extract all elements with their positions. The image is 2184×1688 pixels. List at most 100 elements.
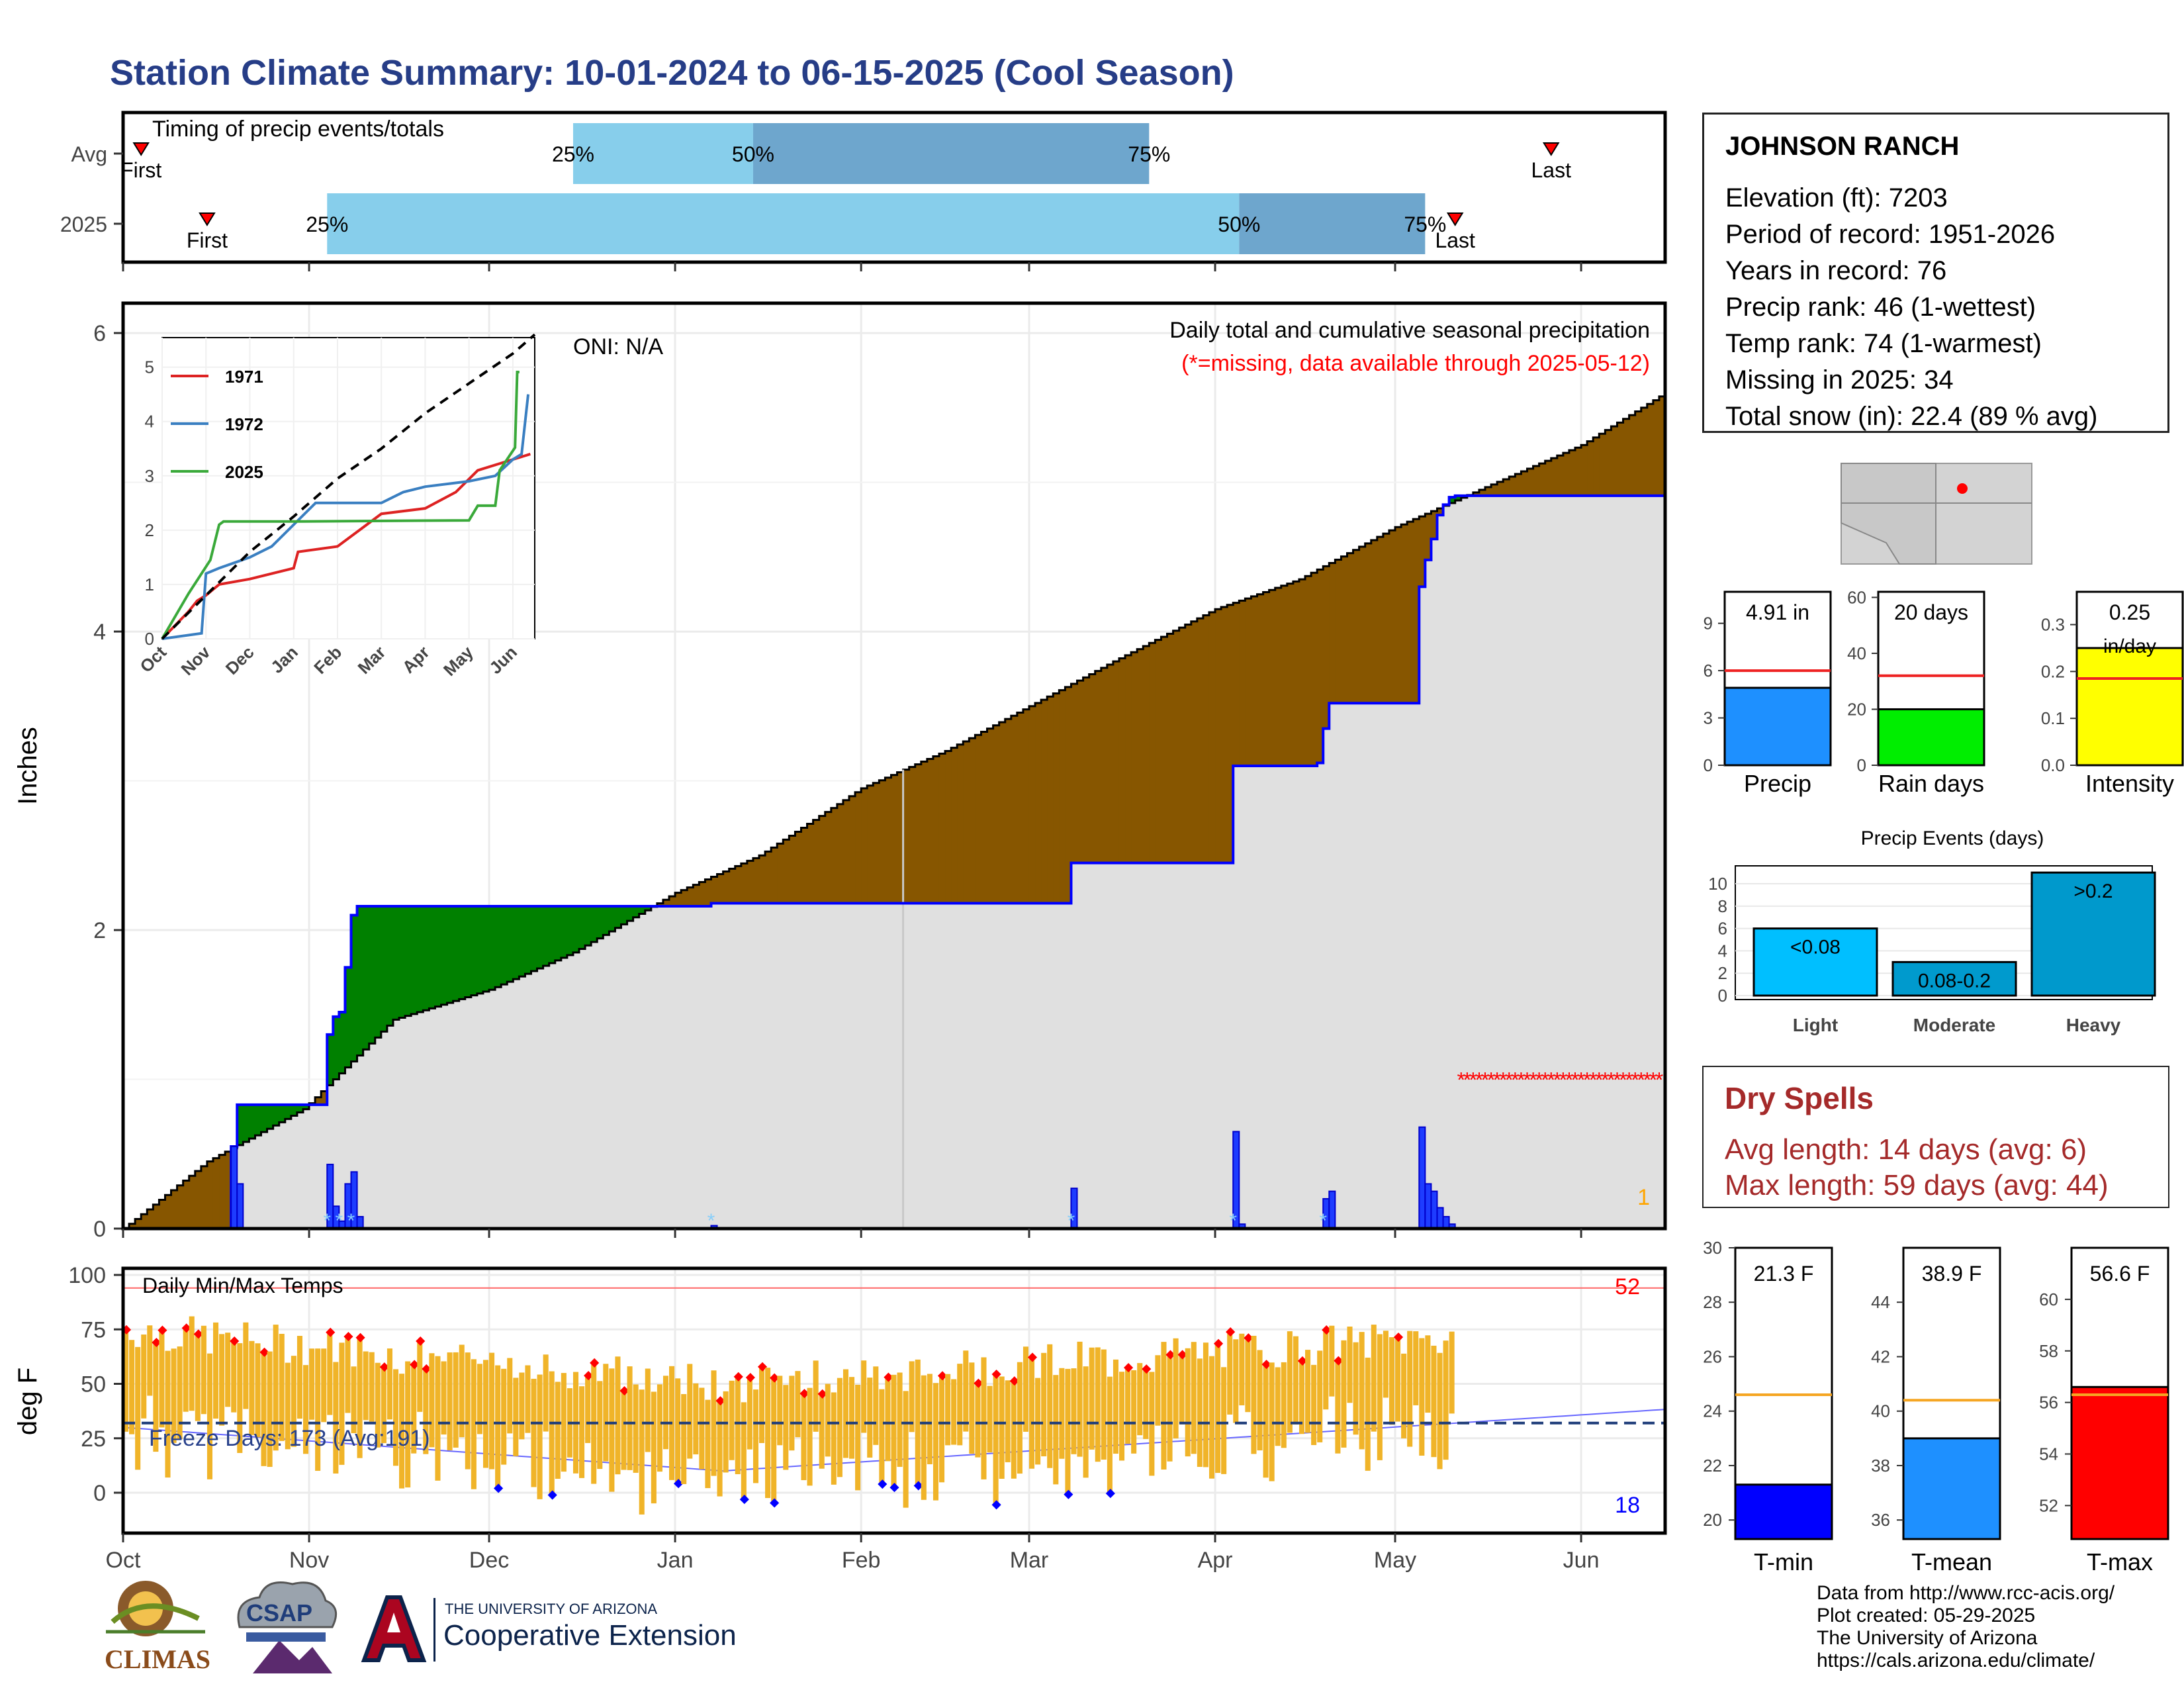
daily-temp-bar: [795, 1371, 801, 1438]
daily-temp-bar: [302, 1365, 309, 1454]
deficit-fill: [1059, 690, 1066, 904]
deficit-fill: [981, 731, 988, 904]
avg-cumulative-line: [123, 393, 1666, 1230]
surplus-fill: [405, 906, 412, 1016]
mini-bar-ytick-label: 0.2: [2041, 661, 2065, 681]
baseline-fill: [1083, 863, 1090, 1229]
deficit-fill: [741, 863, 748, 904]
daily-temp-bar: [279, 1333, 285, 1441]
inset-xtick-label: Apr: [398, 642, 433, 677]
baseline-fill: [741, 903, 748, 1229]
timing-label-75: 75%: [1404, 212, 1446, 236]
deficit-fill: [1395, 527, 1402, 704]
baseline-fill: [717, 903, 724, 1229]
ua-small-text: THE UNIVERSITY OF ARIZONA: [445, 1601, 658, 1617]
events-bar: [1891, 961, 2017, 997]
surplus-fill: [345, 967, 352, 1068]
daily-temp-bar: [759, 1366, 765, 1443]
deficit-fill: [1641, 407, 1648, 496]
baseline-fill: [1275, 766, 1282, 1229]
baseline-fill: [1563, 495, 1570, 1229]
temps-ytick-label: 0: [93, 1481, 106, 1506]
timing-last-label: Last: [1531, 158, 1572, 182]
dry-avg-length: Avg length: 14 days (avg: 6): [1725, 1133, 2087, 1166]
baseline-fill: [1341, 703, 1347, 1229]
baseline-fill: [1323, 728, 1330, 1229]
baseline-fill: [549, 962, 556, 1229]
ua-big-text: Cooperative Extension: [443, 1619, 737, 1652]
surplus-fill: [411, 906, 418, 1014]
baseline-fill: [1365, 703, 1372, 1229]
baseline-fill: [1203, 863, 1210, 1229]
daily-temp-bar: [915, 1359, 921, 1486]
missing-marker: *: [1481, 1068, 1489, 1092]
baseline-fill: [381, 1031, 388, 1229]
baseline-fill: [261, 1132, 268, 1229]
baseline-fill: [1287, 766, 1294, 1229]
baseline-fill: [411, 1013, 418, 1229]
deficit-fill: [717, 874, 724, 904]
baseline-fill: [1431, 539, 1437, 1229]
surplus-fill: [621, 906, 628, 925]
deficit-fill: [1257, 594, 1264, 766]
daily-temp-bar: [471, 1359, 477, 1489]
temp-bar-ytick-label: 52: [2039, 1495, 2058, 1515]
deficit-fill: [993, 725, 1000, 904]
daily-temp-bar: [1047, 1344, 1053, 1468]
baseline-fill: [1293, 766, 1300, 1229]
baseline-fill: [681, 906, 688, 1229]
daily-temp-bar: [1383, 1331, 1388, 1398]
deficit-fill: [165, 1195, 172, 1229]
daily-temp-bar: [951, 1379, 957, 1445]
baseline-fill: [873, 903, 880, 1229]
baseline-fill: [867, 903, 874, 1229]
baseline-fill: [891, 903, 898, 1229]
surplus-fill: [357, 906, 364, 1056]
snow-marker: *: [336, 1210, 343, 1232]
surplus-fill: [429, 906, 435, 1009]
baseline-fill: [375, 1037, 382, 1229]
deficit-fill: [687, 887, 694, 906]
missing-marker: *: [1637, 1068, 1645, 1092]
surplus-fill: [273, 1104, 280, 1126]
deficit-fill: [1161, 637, 1168, 863]
surplus-fill: [369, 906, 376, 1044]
deficit-fill: [1323, 566, 1330, 729]
record-high-marker: [355, 1333, 365, 1342]
daily-temp-bar: [699, 1387, 705, 1470]
surplus-fill: [597, 906, 604, 939]
baseline-fill: [363, 1049, 370, 1229]
baseline-fill: [957, 903, 964, 1229]
daily-temp-bar: [729, 1380, 735, 1460]
baseline-fill: [1659, 495, 1666, 1229]
deficit-fill: [1437, 508, 1444, 516]
daily-temp-bar: [1233, 1339, 1239, 1423]
mini-bar-ytick-label: 0.1: [2041, 708, 2065, 728]
daily-temp-bar: [579, 1386, 585, 1478]
baseline-fill: [351, 1061, 358, 1229]
deficit-fill: [1311, 573, 1318, 766]
events-ytick-label: 8: [1718, 896, 1727, 916]
missing-marker: *: [1553, 1068, 1561, 1092]
station-temp-rank: Temp rank: 74 (1-warmest): [1725, 329, 2042, 358]
baseline-fill: [1023, 903, 1030, 1229]
missing-marker: *: [1511, 1068, 1519, 1092]
baseline-fill: [1017, 903, 1024, 1229]
month-label: May: [1374, 1548, 1416, 1573]
surplus-fill: [302, 1104, 310, 1109]
baseline-fill: [1047, 903, 1054, 1229]
temp-bar-charts: 21.3 F 20 22 24 26 28 30 T-min 38.9 F 36 38 40 42 44 T…: [1703, 1238, 2169, 1575]
deficit-fill: [1275, 588, 1282, 766]
surplus-fill: [519, 906, 525, 977]
surplus-fill: [633, 906, 640, 917]
daily-temp-bar: [1257, 1350, 1263, 1451]
daily-temp-bar: [315, 1348, 321, 1471]
deficit-fill: [1005, 719, 1012, 904]
surplus-fill: [327, 1034, 334, 1086]
daily-temp-bar: [1208, 1356, 1215, 1479]
daily-temp-bar: [1341, 1340, 1347, 1448]
baseline-fill: [1137, 863, 1144, 1229]
deficit-fill: [1647, 404, 1654, 496]
baseline-fill: [615, 927, 621, 1229]
surplus-fill: [645, 906, 652, 911]
